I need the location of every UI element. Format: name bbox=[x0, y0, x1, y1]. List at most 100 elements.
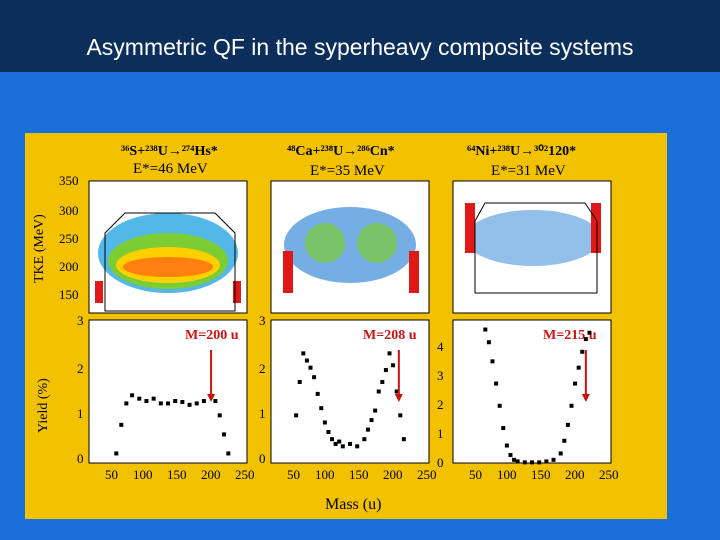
yield-point bbox=[180, 399, 185, 404]
x-tick: 250 bbox=[599, 467, 619, 482]
yield-point bbox=[394, 389, 399, 394]
yield-point bbox=[124, 401, 129, 406]
yield-point bbox=[387, 351, 392, 356]
yield-point bbox=[144, 399, 149, 404]
tke-panel-1 bbox=[88, 180, 248, 314]
tke-axis-label: TKE (MeV) bbox=[32, 214, 47, 283]
yield-point bbox=[213, 399, 218, 404]
yield-point bbox=[119, 422, 124, 427]
yield-point bbox=[583, 337, 588, 342]
x-axis-label: Mass (u) bbox=[325, 496, 381, 513]
mass-label-3: M=215 u bbox=[543, 328, 597, 343]
yield-point bbox=[151, 396, 156, 401]
yield-tick: 0 bbox=[77, 451, 84, 466]
slide-title: Asymmetric QF in the syperheavy composit… bbox=[86, 34, 634, 60]
yield-point bbox=[217, 413, 222, 418]
yield-point bbox=[508, 453, 513, 458]
tke-tick: 150 bbox=[59, 287, 79, 302]
x-tick: 200 bbox=[201, 467, 221, 482]
yield-tick: 2 bbox=[437, 397, 444, 412]
yield-point bbox=[522, 460, 527, 465]
x-tick: 200 bbox=[383, 467, 403, 482]
yield-point bbox=[365, 427, 370, 432]
tke-panel-2 bbox=[270, 180, 430, 314]
yield-point bbox=[398, 413, 403, 418]
reaction-2: ⁴⁸Ca+²³⁸U→²⁸⁶Cn* bbox=[287, 144, 395, 159]
yield-panel-3 bbox=[452, 319, 612, 464]
yield-point bbox=[308, 365, 313, 370]
tke-tick: 250 bbox=[59, 231, 79, 246]
yield-point bbox=[569, 403, 574, 408]
yield-tick: 1 bbox=[437, 426, 444, 441]
yield-axis-label: Yield (%) bbox=[36, 378, 51, 433]
yield-point bbox=[337, 439, 342, 444]
yield-point bbox=[587, 330, 592, 335]
yield-point bbox=[576, 365, 581, 370]
energy-1: E*=46 MeV bbox=[133, 161, 208, 177]
yield-point bbox=[130, 393, 135, 398]
yield-point bbox=[294, 413, 299, 418]
yield-point bbox=[373, 408, 378, 413]
yield-point bbox=[544, 459, 549, 464]
yield-tick: 0 bbox=[259, 451, 266, 466]
x-tick: 150 bbox=[167, 467, 187, 482]
yield-tick: 3 bbox=[437, 368, 444, 383]
yield-point bbox=[326, 430, 331, 435]
yield-point bbox=[537, 460, 542, 465]
figure-svg: ³⁶S+²³⁸U→²⁷⁴Hs* E*=46 MeV ⁴⁸Ca+²³⁸U→²⁸⁶C… bbox=[32, 144, 619, 513]
reaction-3: ⁶⁴Ni+²³⁸U→³⁰²120* bbox=[467, 144, 576, 159]
yield-point bbox=[201, 399, 206, 404]
mass-marker-arrowhead bbox=[581, 394, 590, 402]
yield-point bbox=[322, 420, 327, 425]
yield-point bbox=[486, 340, 491, 345]
yield-tick: 1 bbox=[259, 406, 266, 421]
x-tick: 100 bbox=[133, 467, 153, 482]
mass-label-1: M=200 u bbox=[185, 328, 239, 343]
yield-point bbox=[562, 438, 567, 443]
yield-point bbox=[173, 399, 178, 404]
figure-panel: ³⁶S+²³⁸U→²⁷⁴Hs* E*=46 MeV ⁴⁸Ca+²³⁸U→²⁸⁶C… bbox=[25, 133, 667, 519]
yield-point bbox=[391, 363, 396, 368]
yield-point bbox=[137, 396, 142, 401]
yield-tick: 0 bbox=[437, 455, 444, 470]
yield-tick: 2 bbox=[77, 361, 84, 376]
yield-point bbox=[340, 444, 345, 449]
yield-point bbox=[304, 358, 309, 363]
energy-3: E*=31 MeV bbox=[491, 163, 566, 179]
yield-point bbox=[222, 432, 227, 437]
yield-point bbox=[355, 444, 360, 449]
yield-point bbox=[580, 349, 585, 354]
yield-point bbox=[158, 401, 163, 406]
x-tick: 150 bbox=[531, 467, 551, 482]
yield-point bbox=[551, 457, 556, 462]
x-tick: 150 bbox=[349, 467, 369, 482]
yield-point bbox=[301, 351, 306, 356]
yield-point bbox=[490, 359, 495, 364]
reaction-1: ³⁶S+²³⁸U→²⁷⁴Hs* bbox=[121, 144, 218, 159]
yield-point bbox=[330, 437, 335, 442]
yield-point bbox=[166, 401, 170, 406]
title-bar bbox=[0, 0, 720, 72]
x-tick: 250 bbox=[417, 467, 437, 482]
yield-point bbox=[504, 443, 509, 448]
mass-marker-arrowhead bbox=[207, 394, 216, 402]
x-tick: 100 bbox=[497, 467, 517, 482]
x-tick: 250 bbox=[235, 467, 255, 482]
yield-tick: 2 bbox=[259, 361, 266, 376]
yield-point bbox=[494, 381, 499, 386]
yield-point bbox=[297, 379, 302, 384]
yield-point bbox=[319, 406, 324, 411]
yield-point bbox=[114, 451, 119, 456]
yield-tick: 3 bbox=[259, 313, 266, 328]
yield-panel-1 bbox=[88, 319, 248, 464]
yield-point bbox=[558, 451, 563, 456]
yield-point bbox=[512, 457, 517, 462]
yield-point bbox=[315, 391, 320, 396]
yield-point bbox=[376, 389, 381, 394]
x-tick: 50 bbox=[469, 467, 482, 482]
energy-2: E*=35 MeV bbox=[310, 163, 385, 179]
tke-panel-3 bbox=[452, 180, 612, 314]
yield-point bbox=[348, 441, 352, 446]
yield-point bbox=[497, 403, 502, 408]
yield-point bbox=[187, 402, 192, 407]
